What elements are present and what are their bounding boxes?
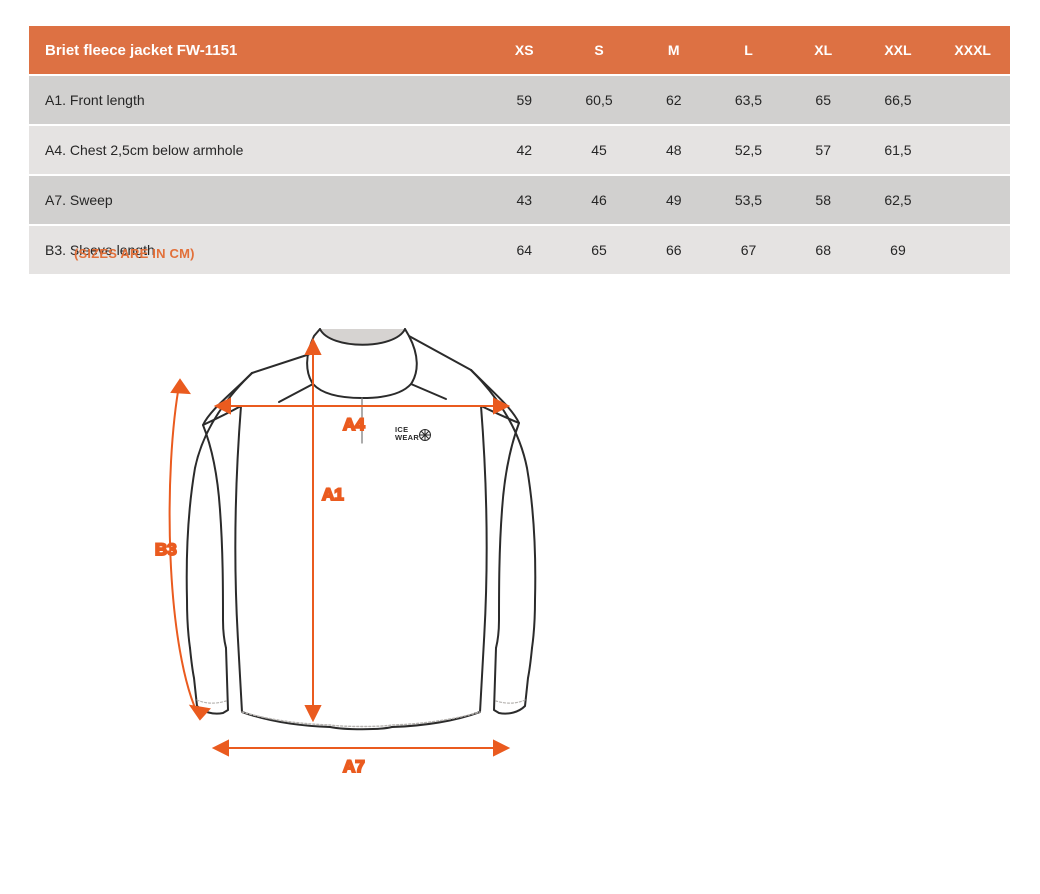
svg-text:A1: A1	[322, 485, 344, 504]
svg-text:B3: B3	[155, 540, 177, 559]
svg-text:A7: A7	[343, 757, 365, 776]
svg-text:A4: A4	[343, 415, 365, 434]
svg-text:WEAR: WEAR	[395, 433, 419, 442]
